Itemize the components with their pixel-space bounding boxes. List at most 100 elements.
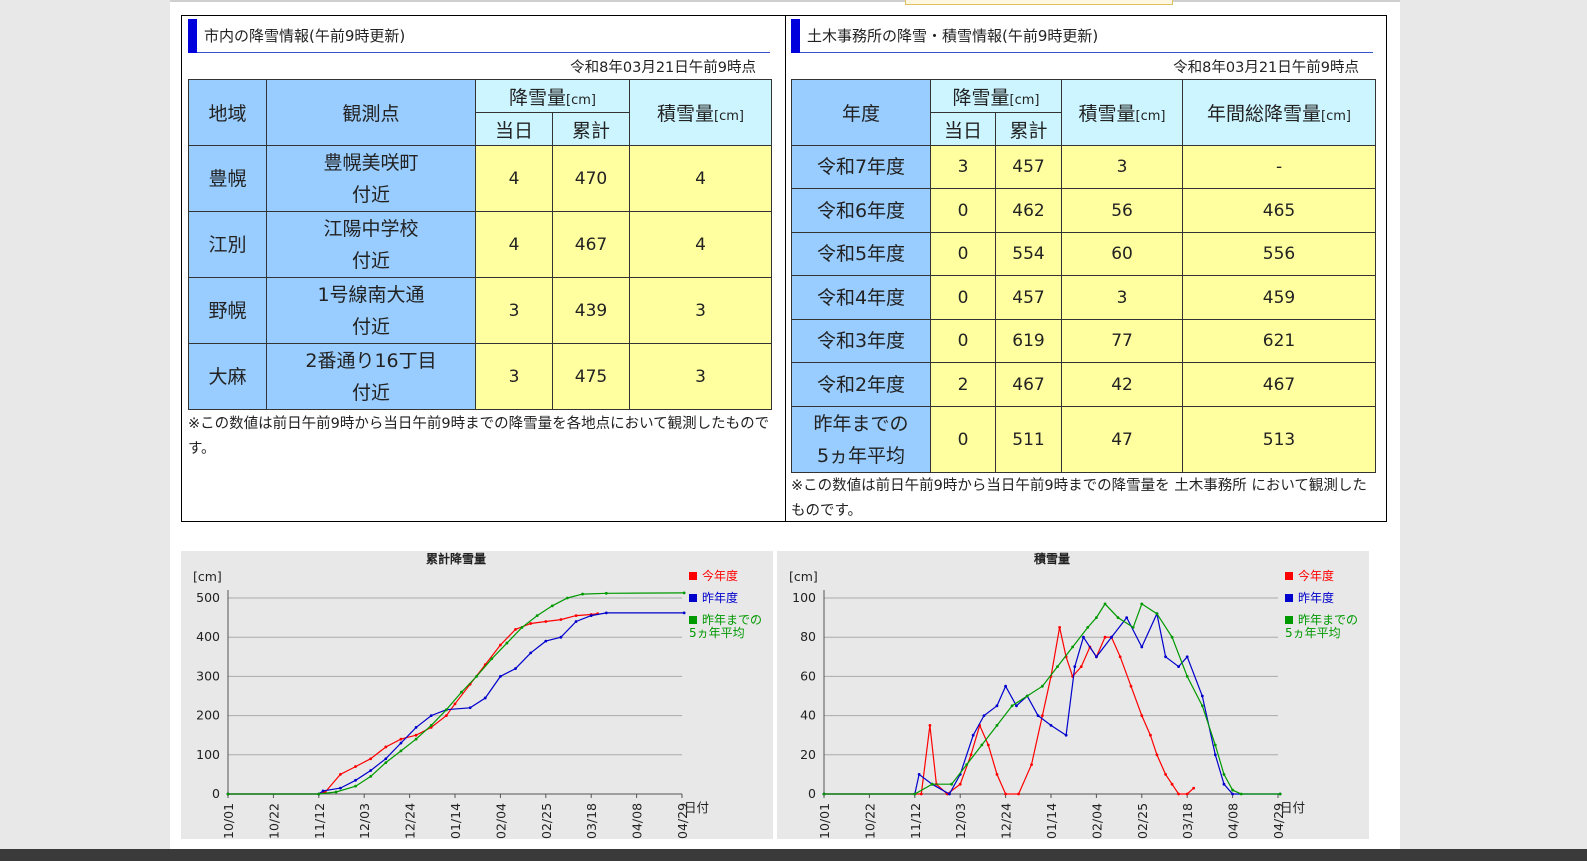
data-point bbox=[468, 706, 472, 710]
today-cell: 0 bbox=[930, 406, 996, 473]
year-cell: 令和3年度 bbox=[791, 319, 931, 363]
depth-cell: 60 bbox=[1061, 232, 1184, 276]
cumulative-cell: 470 bbox=[551, 145, 631, 212]
series-line bbox=[228, 613, 598, 795]
legend-label: 今年度 bbox=[1298, 568, 1334, 583]
data-point bbox=[980, 743, 984, 747]
year-cell: 令和2年度 bbox=[791, 362, 931, 407]
y-tick-label: 100 bbox=[792, 590, 816, 605]
legend-swatch bbox=[689, 616, 697, 624]
data-point bbox=[1071, 645, 1075, 649]
x-tick-label: 02/25 bbox=[1135, 803, 1150, 839]
left-panel-header: 市内の降雪情報(午前9時更新) bbox=[188, 17, 770, 53]
x-tick-label: 11/12 bbox=[908, 803, 923, 839]
data-point bbox=[1082, 635, 1085, 639]
data-point bbox=[1185, 675, 1189, 678]
data-point bbox=[444, 714, 448, 717]
header-accent-bar bbox=[791, 19, 800, 53]
region-cell: 豊幌 bbox=[188, 145, 267, 212]
y-tick-label: 300 bbox=[196, 668, 220, 683]
today-cell: 2 bbox=[930, 362, 996, 407]
snowfall-unit: [cm] bbox=[566, 92, 596, 108]
data-point bbox=[982, 714, 986, 717]
cumulative-snowfall-chart: 累計降雪量 [cm] 0 100 200 300 400 500 10/01 10/22 11/12… bbox=[181, 551, 773, 839]
data-point bbox=[995, 773, 999, 776]
data-point bbox=[550, 604, 554, 608]
data-point bbox=[965, 763, 969, 766]
data-point bbox=[339, 786, 342, 790]
annual-cell: 467 bbox=[1182, 362, 1377, 407]
depth-cell: 3 bbox=[1061, 145, 1184, 189]
data-point bbox=[384, 757, 388, 761]
table-row: 令和2年度 2 467 42 467 bbox=[791, 362, 1377, 407]
y-axis-unit: [cm] bbox=[789, 569, 818, 584]
city-snow-table: 地域 観測点 降雪量[cm] 積雪量[cm] 当日 累計 豊幌 豊幌美咲町 付近 … bbox=[188, 79, 773, 410]
year-cell: 令和4年度 bbox=[791, 275, 931, 320]
y-tick-label: 40 bbox=[800, 708, 816, 723]
data-point bbox=[919, 792, 923, 796]
data-point bbox=[1079, 665, 1083, 668]
today-cell: 4 bbox=[475, 211, 553, 278]
station-cell: 1号線南大通 付近 bbox=[266, 277, 476, 344]
data-point bbox=[354, 784, 357, 788]
data-point bbox=[1155, 612, 1159, 616]
data-point bbox=[1177, 665, 1180, 668]
y-tick-label: 200 bbox=[196, 708, 220, 723]
y-tick-label: 80 bbox=[800, 629, 816, 644]
top-banner-edge bbox=[905, 0, 1173, 5]
data-point bbox=[1015, 704, 1018, 708]
header-accent-bar bbox=[188, 19, 197, 53]
data-point bbox=[1058, 626, 1062, 629]
data-point bbox=[1185, 655, 1189, 659]
station-cell: 江陽中学校 付近 bbox=[266, 211, 476, 278]
data-point bbox=[1040, 714, 1044, 717]
data-point bbox=[483, 696, 487, 700]
col-today: 当日 bbox=[930, 112, 996, 146]
x-tick-label: 03/18 bbox=[584, 803, 599, 839]
data-point bbox=[354, 765, 357, 768]
data-point bbox=[1030, 763, 1033, 766]
y-tick-label: 0 bbox=[212, 786, 220, 801]
cumulative-cell: 457 bbox=[994, 275, 1063, 320]
data-point bbox=[986, 743, 990, 747]
data-point bbox=[384, 761, 388, 765]
legend-label: 5ヵ年平均 bbox=[689, 626, 745, 640]
table-row: 令和6年度 0 462 56 465 bbox=[791, 188, 1377, 233]
cumulative-cell: 475 bbox=[551, 343, 631, 410]
data-point bbox=[1140, 645, 1144, 649]
col-depth: 積雪量[cm] bbox=[629, 79, 773, 146]
data-point bbox=[822, 792, 826, 796]
data-point bbox=[490, 657, 494, 661]
station-line2: 付近 bbox=[351, 249, 390, 272]
data-point bbox=[604, 611, 608, 615]
series-line bbox=[228, 592, 685, 795]
x-tick-label: 12/24 bbox=[999, 803, 1014, 839]
depth-cell: 3 bbox=[1061, 275, 1184, 320]
data-point bbox=[930, 782, 934, 786]
data-point bbox=[1056, 665, 1059, 668]
panel-divider bbox=[785, 15, 786, 522]
today-cell: 3 bbox=[930, 145, 996, 189]
col-snowfall: 降雪量[cm] bbox=[929, 79, 1063, 113]
data-point bbox=[917, 773, 921, 776]
data-point bbox=[226, 792, 230, 796]
cumulative-snowfall-svg: 累計降雪量 [cm] 0 100 200 300 400 500 10/01 10/22 11/12… bbox=[193, 551, 762, 839]
x-tick-label: 10/01 bbox=[817, 803, 832, 839]
station-line1: 1号線南大通 bbox=[317, 283, 425, 306]
depth-cell: 47 bbox=[1061, 406, 1184, 473]
data-point bbox=[1129, 684, 1133, 688]
data-point bbox=[682, 611, 686, 615]
col-cumulative: 累計 bbox=[994, 112, 1063, 146]
series-line bbox=[228, 612, 685, 795]
data-point bbox=[544, 639, 548, 643]
snowfall-label: 降雪量 bbox=[509, 86, 567, 109]
snow-depth-svg: 積雪量 [cm] 0 20 40 60 80 100 10/01 10/22 11/12 12/03 1… bbox=[789, 551, 1358, 839]
info-frame bbox=[181, 15, 1387, 522]
data-point bbox=[1025, 694, 1029, 698]
data-point bbox=[354, 778, 357, 782]
col-today: 当日 bbox=[475, 112, 553, 146]
depth-cell: 4 bbox=[629, 211, 773, 278]
annual-cell: 459 bbox=[1182, 275, 1377, 320]
data-point bbox=[334, 790, 338, 794]
data-point bbox=[369, 757, 373, 761]
